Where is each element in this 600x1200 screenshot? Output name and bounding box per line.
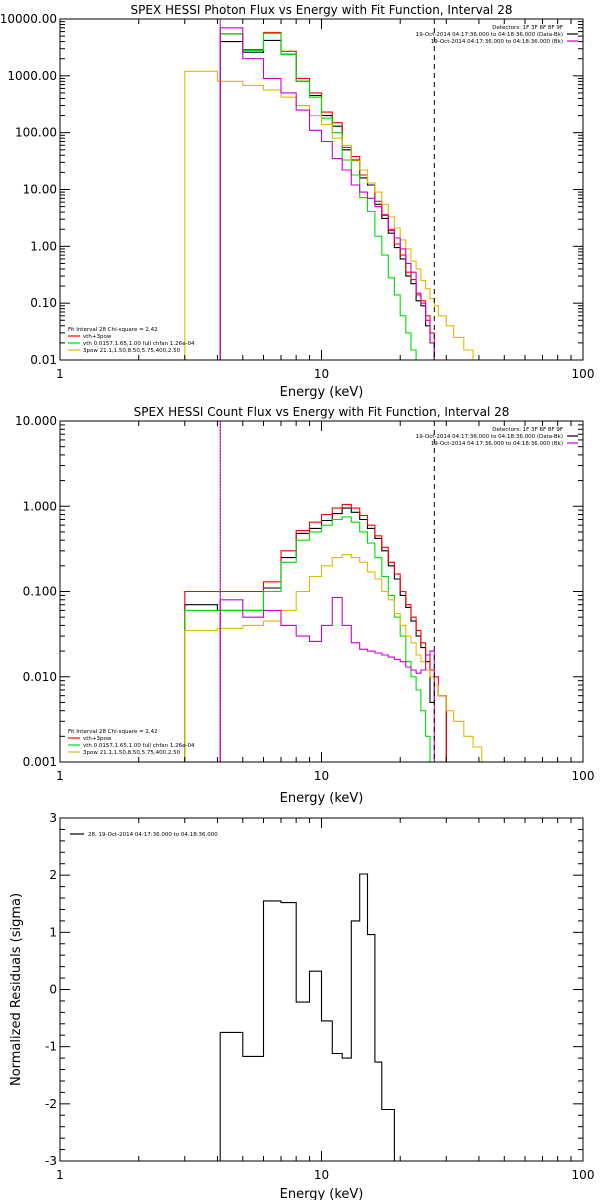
series-line-5	[219, 27, 435, 360]
header-line-3: 19-Oct-2014 04:17:36.000 to 04:18:36.000…	[431, 441, 563, 447]
series-line-1	[219, 39, 435, 360]
legend-entry-3: vth 0.0157,1.65,1.00 full chfan 1.26e-04	[83, 341, 195, 347]
x-axis-label: Energy (keV)	[280, 791, 364, 806]
x-tick-label: 100	[572, 1168, 595, 1182]
legend-entry-4: 3pow 21.1,1.50,8.50,5.75,400,2.50	[83, 750, 181, 756]
x-tick-label: 10	[314, 769, 329, 783]
series-line-3	[184, 516, 431, 762]
x-axis-label: Energy (keV)	[280, 385, 364, 400]
legend-entry-1: Fit Interval 28 Chi-square = 2.42	[68, 327, 158, 333]
y-tick-label: -1	[45, 1040, 57, 1054]
series-line-2	[219, 31, 435, 360]
y-tick-label: 1	[49, 925, 57, 939]
x-tick-label: 100	[572, 769, 595, 783]
x-tick-label: 10	[314, 367, 329, 381]
header-line-2: 19-Oct-2014 04:17:36.000 to 04:18:36.000…	[416, 32, 563, 38]
header-line-2: 19-Oct-2014 04:17:36.000 to 04:18:36.000…	[416, 434, 563, 440]
legend-entry-2: vth+3pow	[83, 334, 112, 340]
y-axis-label: Normalized Residuals (sigma)	[9, 893, 24, 1086]
x-tick-label: 1	[56, 769, 64, 783]
y-tick-label: 0.001	[23, 755, 57, 769]
series-line-4	[184, 554, 493, 763]
x-axis-label: Energy (keV)	[280, 1187, 364, 1200]
chart-title: SPEX HESSI Photon Flux vs Energy with Fi…	[131, 3, 513, 17]
legend-entry-2: vth+3pow	[83, 736, 112, 742]
y-tick-label: 10.00	[23, 183, 57, 197]
legend-entry-4: 3pow 21.1,1.50,8.50,5.75,400,2.50	[83, 348, 181, 354]
header-line-3: 19-Oct-2014 04:17:36.000 to 04:18:36.000…	[431, 39, 563, 45]
y-tick-label: 1.00	[30, 239, 57, 253]
legend-entry-3: vth 0.0157,1.65,1.00 full chfan 1.26e-04	[83, 743, 195, 749]
x-tick-label: 10	[314, 1168, 329, 1182]
x-tick-label: 1	[56, 1168, 64, 1182]
plot-frame	[59, 18, 584, 361]
plot-frame	[59, 420, 584, 763]
series-line-4	[184, 70, 482, 361]
series-line-2	[184, 503, 447, 762]
y-tick-label: 0.100	[23, 585, 57, 599]
y-tick-label: 1000.00	[7, 69, 57, 83]
header-line-1: Detectors: 1F 3F 6F 8F 9F	[492, 25, 563, 31]
y-tick-label: 0.010	[23, 670, 57, 684]
chart-panel-3: 1 10 100 -3 -2 -1 0 1 2 3 Energy (keV) Normalized R…	[9, 811, 594, 1200]
legend-entry-1: Fit Interval 28 Chi-square = 2.42	[68, 729, 158, 735]
series-line-3	[219, 32, 430, 361]
y-tick-label: 0.01	[30, 353, 57, 367]
x-tick-label: 1	[56, 367, 64, 381]
series-line-5	[219, 596, 435, 762]
y-tick-label: 10000.00	[0, 12, 57, 26]
y-tick-label: 2	[49, 868, 57, 882]
legend-entry-1: 28, 19-Oct-2014 04:17:36.000 to 04:18:36…	[88, 832, 218, 838]
y-tick-label: -3	[45, 1154, 57, 1168]
y-tick-label: 3	[49, 811, 57, 825]
x-tick-label: 100	[572, 367, 595, 381]
y-tick-label: 0.10	[30, 296, 57, 310]
series-line-1	[184, 507, 447, 762]
y-tick-label: 0	[49, 983, 57, 997]
chart-title: SPEX HESSI Count Flux vs Energy with Fit…	[134, 405, 510, 419]
y-tick-label: 100.00	[15, 126, 57, 140]
y-tick-label: 10.000	[15, 414, 57, 428]
y-tick-label: -2	[45, 1097, 57, 1111]
series-line-1	[219, 873, 435, 1162]
chart-panel-2: SPEX HESSI Count Flux vs Energy with Fit…	[15, 405, 594, 806]
chart-panel-1: SPEX HESSI Photon Flux vs Energy with Fi…	[0, 3, 594, 400]
header-line-1: Detectors: 1F 3F 6F 8F 9F	[492, 427, 563, 433]
y-tick-label: 1.000	[23, 499, 57, 513]
